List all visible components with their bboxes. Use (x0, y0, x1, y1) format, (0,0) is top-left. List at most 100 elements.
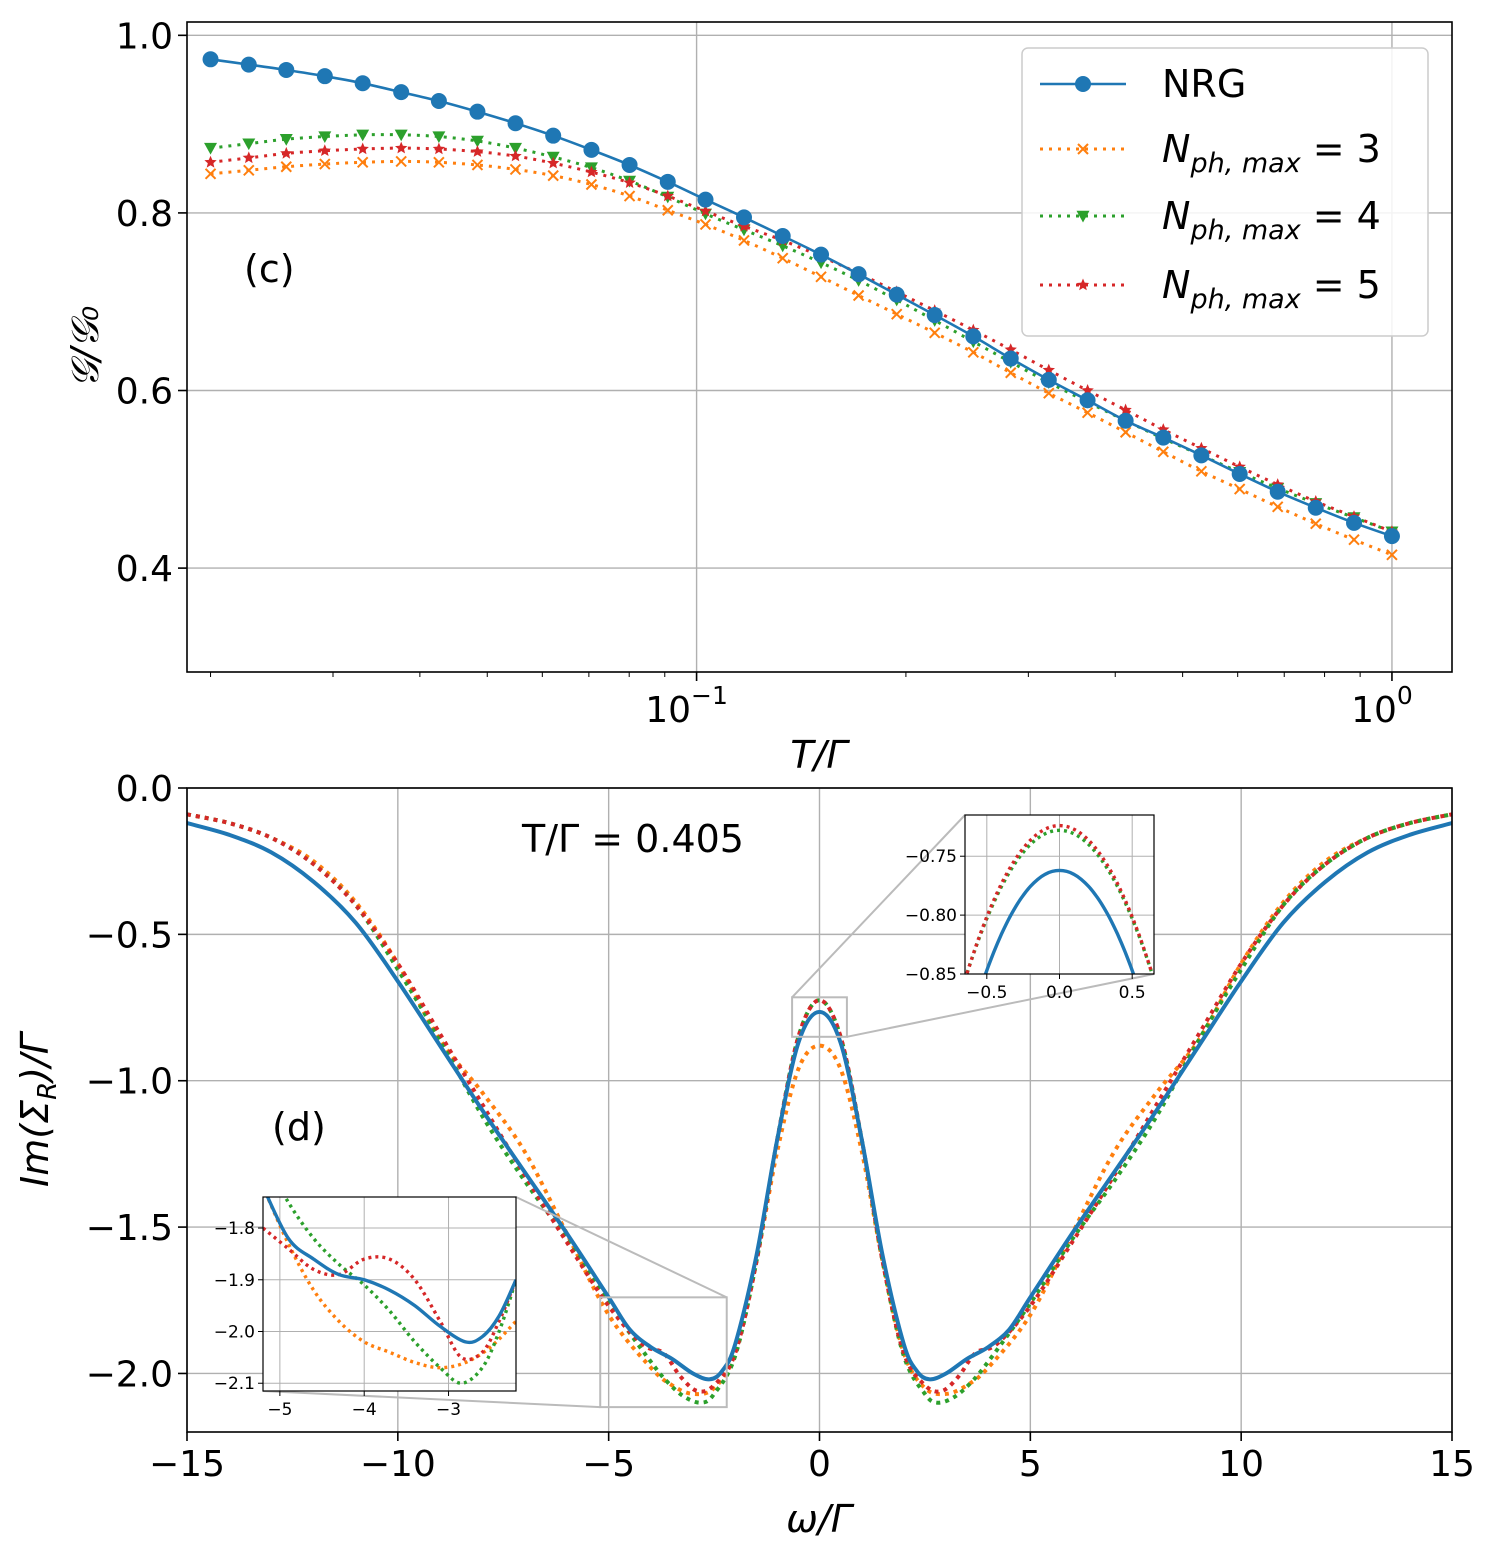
c-point-nrg (430, 93, 447, 110)
legend-label-n3: Nph, max = 3 (1162, 127, 1381, 179)
zoom-box-valley (599, 1296, 728, 1409)
c-point-n3-b (509, 163, 522, 176)
c-point-n3 (1195, 465, 1208, 478)
panel-c-label: (c) (244, 247, 295, 291)
d-ytick-label: −0.5 (86, 915, 173, 956)
c-point-n3 (1157, 446, 1170, 458)
panel-d-ticks: −2.0 −1.5 −1.0 −0.5 0.0 −15 −10 −5 0 5 10 15 (86, 769, 1475, 1485)
c-point-n3 (699, 218, 712, 231)
legend-marker-n3 (1077, 143, 1089, 155)
c-point-n3 (776, 252, 789, 264)
c-point-n3 (1386, 549, 1398, 561)
inset-xtick-label: −0.5 (966, 983, 1007, 1003)
c-point-n3-b (471, 159, 484, 171)
c-point-nrg (1231, 465, 1248, 482)
c-point-nrg (393, 84, 410, 101)
legend-main: N (1162, 127, 1190, 171)
c-point-n3-b (1386, 549, 1398, 561)
c-xtick-exp: −1 (691, 681, 728, 710)
c-point-n3-b (1271, 501, 1284, 513)
legend-sub: ph, max (1189, 284, 1301, 315)
c-point-nrg (697, 191, 714, 208)
c-point-n3 (280, 161, 292, 173)
zoom-box-peak (791, 996, 848, 1038)
c-point-n3 (1233, 483, 1246, 495)
c-point-n3-b (395, 155, 407, 168)
c-point-nrg (354, 75, 371, 92)
c-point-n3-b (433, 156, 445, 169)
panel-c-xlabel: T/Γ (790, 733, 850, 777)
d-ytick-label: 0.0 (116, 769, 173, 810)
c-xtick-exp: 0 (1397, 681, 1413, 710)
c-point-n3-b (280, 161, 292, 173)
c-point-nrg (1193, 447, 1210, 464)
c-point-n3 (928, 327, 941, 339)
inset-xtick-label: −4 (352, 1400, 377, 1420)
inset-ytick-label: −2.0 (214, 1323, 255, 1343)
c-point-nrg (1346, 514, 1363, 531)
inset-line-n4 (283, 1197, 516, 1385)
c-point-nrg (850, 266, 867, 283)
c-point-n3-b (204, 168, 217, 180)
c-point-nrg (1383, 528, 1400, 545)
c-point-n3 (1310, 518, 1322, 530)
legend-suffix: = 5 (1301, 263, 1381, 307)
c-point-n5 (509, 149, 522, 162)
c-point-n3-b (1195, 465, 1208, 478)
legend-sub: ph, max (1189, 215, 1301, 246)
c-point-n3 (662, 204, 674, 216)
c-point-n3 (1271, 501, 1284, 513)
c-ytick-label: 1.0 (116, 16, 173, 57)
inset-line-n5 (263, 1226, 516, 1362)
c-ytick-label: 0.8 (116, 194, 173, 235)
d-line-n4 (187, 812, 1452, 1405)
c-point-n5 (242, 151, 255, 164)
inset-xtick-label: 0.0 (1046, 983, 1073, 1003)
c-point-n4 (394, 129, 408, 142)
panel-c-frame (186, 21, 1453, 673)
c-point-n3 (395, 155, 407, 168)
c-point-nrg (965, 328, 982, 345)
c-point-n4 (204, 142, 218, 155)
c-point-n4 (356, 129, 370, 142)
c-point-n3-b (815, 271, 827, 283)
c-point-nrg (1040, 371, 1057, 388)
inset-line-n3 (265, 1197, 516, 1370)
c-point-n3-b (928, 327, 941, 339)
legend-label-n4: Nph, max = 4 (1162, 194, 1381, 246)
c-point-n3-b (1157, 446, 1170, 458)
c-point-n3 (815, 271, 827, 283)
panel-d-ylabel: Im(ΣR)/Γ (13, 1030, 63, 1187)
c-point-nrg (1269, 483, 1286, 500)
c-point-n3 (471, 159, 484, 171)
c-point-n5 (699, 204, 712, 217)
c-point-n3 (1005, 367, 1017, 379)
c-point-n3 (243, 164, 255, 176)
c-ytick-label: 0.6 (116, 372, 173, 413)
c-point-n3-b (776, 252, 789, 264)
c-point-n3-b (1310, 518, 1322, 530)
c-point-n3 (585, 178, 598, 191)
c-point-n5 (1042, 363, 1055, 376)
c-point-n4 (470, 135, 484, 148)
legend-marker-n3-b (1077, 143, 1089, 155)
c-point-n3-b (1043, 387, 1055, 399)
panel-d: −2.0 −1.5 −1.0 −0.5 0.0 −15 −10 −5 0 5 10 15 (d) T/… (13, 769, 1475, 1541)
c-xtick-label: 100 (1351, 681, 1413, 731)
c-line-n3 (210, 159, 1393, 557)
c-point-n4 (242, 138, 256, 151)
c-point-n3 (319, 158, 331, 170)
inset-xtick-label: 0.5 (1119, 983, 1146, 1003)
c-point-nrg (774, 228, 791, 245)
c-point-n3 (891, 308, 903, 320)
c-point-n4 (318, 131, 332, 144)
d-xtick-label: −5 (582, 1444, 635, 1485)
c-point-nrg (735, 209, 752, 226)
c-point-n5 (395, 141, 408, 154)
c-point-n3 (967, 346, 980, 359)
inset-ytick-label: −0.80 (905, 906, 957, 926)
c-point-n3 (509, 163, 522, 176)
c-xtick-label: 10−1 (645, 681, 728, 731)
